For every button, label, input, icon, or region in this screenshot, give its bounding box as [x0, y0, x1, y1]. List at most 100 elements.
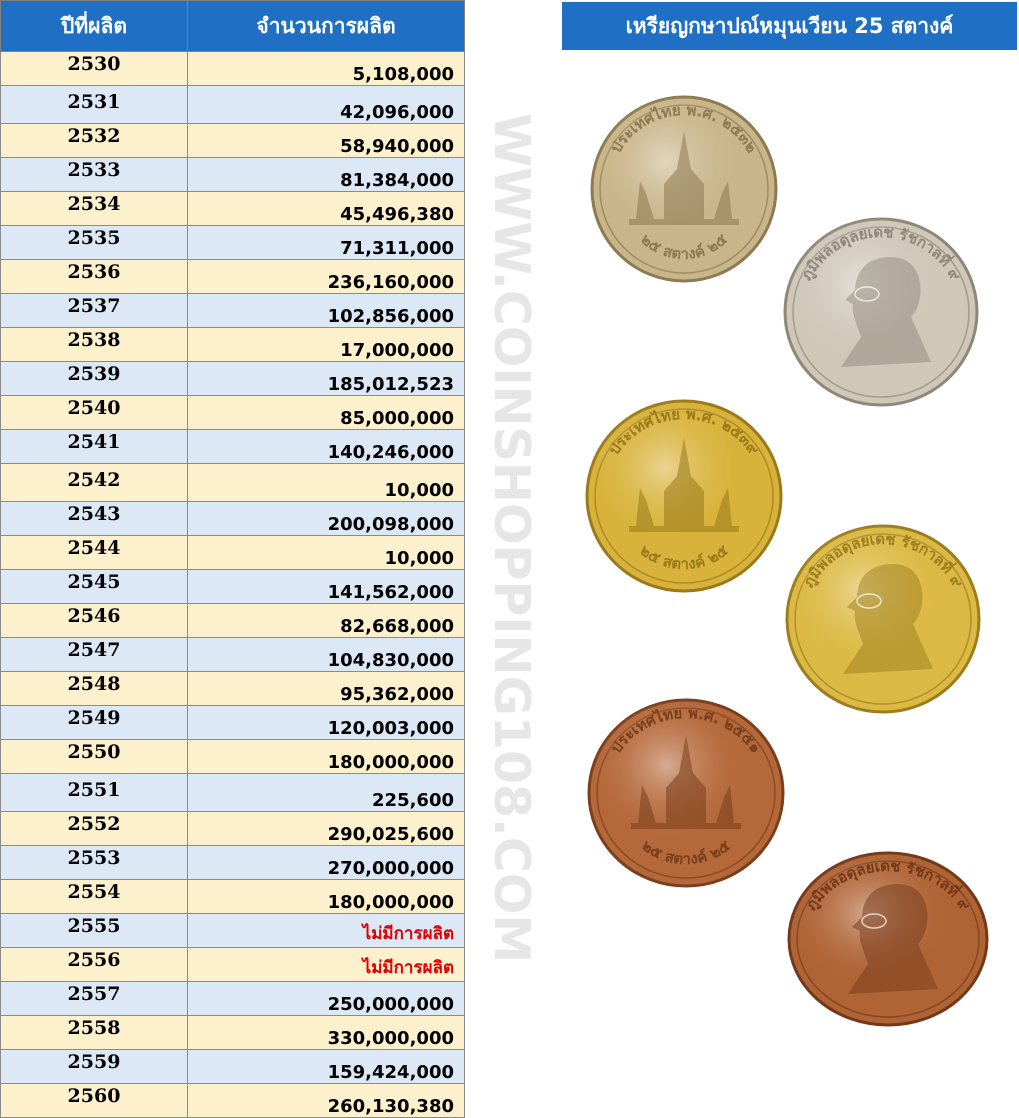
table-header-row: ปีที่ผลิต จำนวนการผลิต — [0, 0, 465, 52]
row-amount: 250,000,000 — [187, 981, 465, 1016]
row-year: 2559 — [0, 1049, 188, 1084]
table-row: 2544 10,000 — [0, 535, 465, 570]
row-amount-not-produced: ไม่มีการผลิต — [187, 913, 465, 948]
table-row: 2535 71,311,000 — [0, 225, 465, 260]
table-row: 2538 17,000,000 — [0, 327, 465, 362]
row-year: 2553 — [0, 845, 188, 880]
row-amount: 260,130,380 — [187, 1083, 465, 1118]
table-row: 2542 10,000 — [0, 463, 465, 502]
row-year: 2536 — [0, 259, 188, 294]
table-row: 2555 ไม่มีการผลิต — [0, 913, 465, 948]
row-year: 2548 — [0, 671, 188, 706]
coin-brass-obverse-king: ภูมิพลอดุลยเดช รัชกาลที่ ๙ — [784, 523, 982, 715]
coin-copper-plated-reverse-temple: ประเทศไทย พ.ศ. ๒๕๕๑ ๒๕ สตางค์ ๒๕ — [586, 697, 786, 889]
row-amount: 58,940,000 — [187, 123, 465, 158]
table-row: 2549 120,003,000 — [0, 705, 465, 740]
row-year: 2537 — [0, 293, 188, 328]
row-year: 2558 — [0, 1015, 188, 1050]
row-amount: 200,098,000 — [187, 501, 465, 536]
coin-brass-reverse-temple: ประเทศไทย พ.ศ. ๒๕๓๙ ๒๕ สตางค์ ๒๕ — [584, 398, 784, 594]
row-amount-not-produced: ไม่มีการผลิต — [187, 947, 465, 982]
row-year: 2556 — [0, 947, 188, 982]
table-row: 2546 82,668,000 — [0, 603, 465, 638]
table-row: 2533 81,384,000 — [0, 157, 465, 192]
row-year: 2557 — [0, 981, 188, 1016]
table-row: 2536 236,160,000 — [0, 259, 465, 294]
row-amount: 180,000,000 — [187, 879, 465, 914]
row-year: 2535 — [0, 225, 188, 260]
row-year: 2530 — [0, 51, 188, 86]
coin-panel-title: เหรียญกษาปณ์หมุนเวียน 25 สตางค์ — [562, 2, 1017, 50]
row-amount: 71,311,000 — [187, 225, 465, 260]
row-year: 2533 — [0, 157, 188, 192]
table-row: 2541 140,246,000 — [0, 429, 465, 464]
row-year: 2550 — [0, 739, 188, 774]
row-year: 2547 — [0, 637, 188, 672]
table-row: 2532 58,940,000 — [0, 123, 465, 158]
row-year: 2552 — [0, 811, 188, 846]
table-row: 2553 270,000,000 — [0, 845, 465, 880]
mintage-table: ปีที่ผลิต จำนวนการผลิต 2530 5,108,000 2531… — [0, 0, 465, 1118]
row-year: 2534 — [0, 191, 188, 226]
table-row: 2548 95,362,000 — [0, 671, 465, 706]
row-year: 2543 — [0, 501, 188, 536]
row-amount: 85,000,000 — [187, 395, 465, 430]
row-amount: 236,160,000 — [187, 259, 465, 294]
row-amount: 159,424,000 — [187, 1049, 465, 1084]
row-amount: 330,000,000 — [187, 1015, 465, 1050]
row-amount: 42,096,000 — [187, 85, 465, 124]
row-amount: 81,384,000 — [187, 157, 465, 192]
row-amount: 102,856,000 — [187, 293, 465, 328]
row-year: 2546 — [0, 603, 188, 638]
row-amount: 290,025,600 — [187, 811, 465, 846]
row-year: 2542 — [0, 463, 188, 502]
row-year: 2541 — [0, 429, 188, 464]
row-year: 2560 — [0, 1083, 188, 1118]
row-amount: 45,496,380 — [187, 191, 465, 226]
row-amount: 185,012,523 — [187, 361, 465, 396]
table-row: 2556 ไม่มีการผลิต — [0, 947, 465, 982]
table-row: 2539 185,012,523 — [0, 361, 465, 396]
row-amount: 17,000,000 — [187, 327, 465, 362]
table-row: 2560 260,130,380 — [0, 1083, 465, 1118]
row-amount: 95,362,000 — [187, 671, 465, 706]
row-year: 2540 — [0, 395, 188, 430]
row-amount: 225,600 — [187, 773, 465, 812]
row-year: 2549 — [0, 705, 188, 740]
coin-copper-nickel-reverse-temple: ประเทศไทย พ.ศ. ๒๕๓๒ ๒๕ สตางค์ ๒๕ — [589, 94, 779, 284]
table-row: 2558 330,000,000 — [0, 1015, 465, 1050]
row-amount: 180,000,000 — [187, 739, 465, 774]
table-row: 2550 180,000,000 — [0, 739, 465, 774]
table-row: 2534 45,496,380 — [0, 191, 465, 226]
row-year: 2539 — [0, 361, 188, 396]
row-amount: 104,830,000 — [187, 637, 465, 672]
row-amount: 10,000 — [187, 463, 465, 502]
table-row: 2537 102,856,000 — [0, 293, 465, 328]
table-row: 2554 180,000,000 — [0, 879, 465, 914]
table-row: 2552 290,025,600 — [0, 811, 465, 846]
table-row: 2557 250,000,000 — [0, 981, 465, 1016]
table-row: 2543 200,098,000 — [0, 501, 465, 536]
row-year: 2531 — [0, 85, 188, 124]
table-row: 2551 225,600 — [0, 773, 465, 812]
row-amount: 141,562,000 — [187, 569, 465, 604]
table-row: 2545 141,562,000 — [0, 569, 465, 604]
row-amount: 82,668,000 — [187, 603, 465, 638]
table-row: 2547 104,830,000 — [0, 637, 465, 672]
table-row: 2540 85,000,000 — [0, 395, 465, 430]
row-year: 2538 — [0, 327, 188, 362]
coin-copper-nickel-obverse-king: ภูมิพลอดุลยเดช รัชกาลที่ ๙ — [782, 216, 980, 408]
row-year: 2545 — [0, 569, 188, 604]
row-amount: 5,108,000 — [187, 51, 465, 86]
header-amount: จำนวนการผลิต — [187, 0, 465, 52]
row-amount: 120,003,000 — [187, 705, 465, 740]
row-year: 2544 — [0, 535, 188, 570]
row-year: 2555 — [0, 913, 188, 948]
row-year: 2551 — [0, 773, 188, 812]
row-amount: 270,000,000 — [187, 845, 465, 880]
row-year: 2532 — [0, 123, 188, 158]
row-amount: 10,000 — [187, 535, 465, 570]
row-year: 2554 — [0, 879, 188, 914]
watermark-text: WWW.COINSHOPPING108.COM — [483, 112, 540, 964]
row-amount: 140,246,000 — [187, 429, 465, 464]
